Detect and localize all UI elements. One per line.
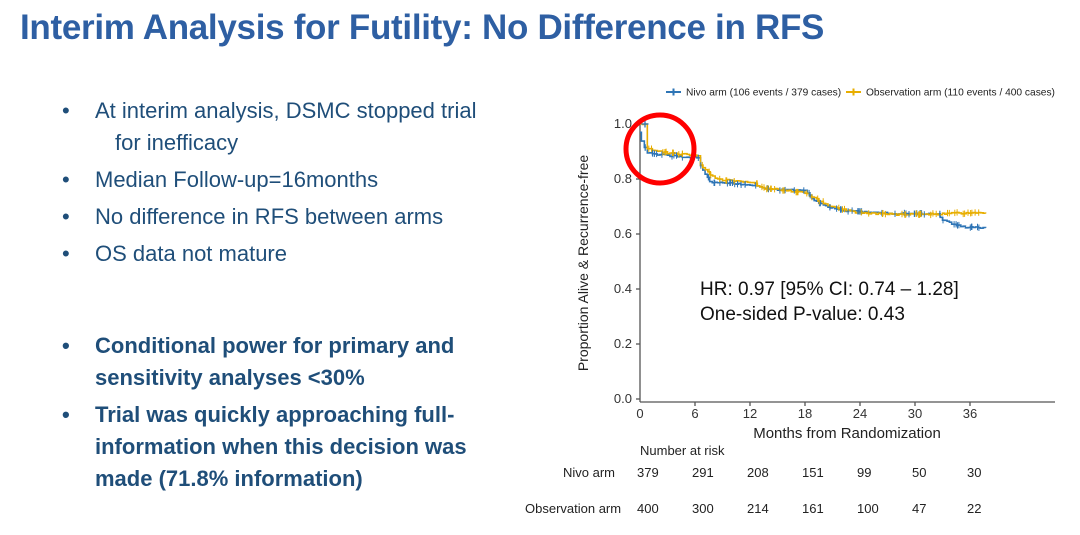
svg-text:0.0: 0.0	[614, 391, 632, 406]
svg-text:30: 30	[908, 406, 922, 421]
svg-text:0.8: 0.8	[614, 171, 632, 186]
svg-text:1.0: 1.0	[614, 116, 632, 131]
svg-text:0: 0	[636, 406, 643, 421]
svg-text:HR: 0.97 [95% CI: 0.74 – 1.28]: HR: 0.97 [95% CI: 0.74 – 1.28]	[700, 279, 959, 300]
svg-text:6: 6	[691, 406, 698, 421]
svg-text:One-sided P-value: 0.43: One-sided P-value: 0.43	[700, 304, 905, 325]
svg-text:18: 18	[798, 406, 812, 421]
svg-text:0.2: 0.2	[614, 336, 632, 351]
svg-text:36: 36	[963, 406, 977, 421]
svg-text:0.4: 0.4	[614, 281, 632, 296]
svg-text:12: 12	[743, 406, 757, 421]
svg-text:Proportion Alive & Recurrence-: Proportion Alive & Recurrence-free	[575, 155, 591, 372]
svg-text:0.6: 0.6	[614, 226, 632, 241]
svg-text:Months from Randomization: Months from Randomization	[753, 425, 941, 442]
svg-text:24: 24	[853, 406, 867, 421]
svg-text:Observation arm (110 events /: Observation arm (110 events / 400 cases)	[866, 88, 1055, 99]
svg-text:Nivo arm (106 events / 379 cas: Nivo arm (106 events / 379 cases)	[686, 88, 841, 99]
